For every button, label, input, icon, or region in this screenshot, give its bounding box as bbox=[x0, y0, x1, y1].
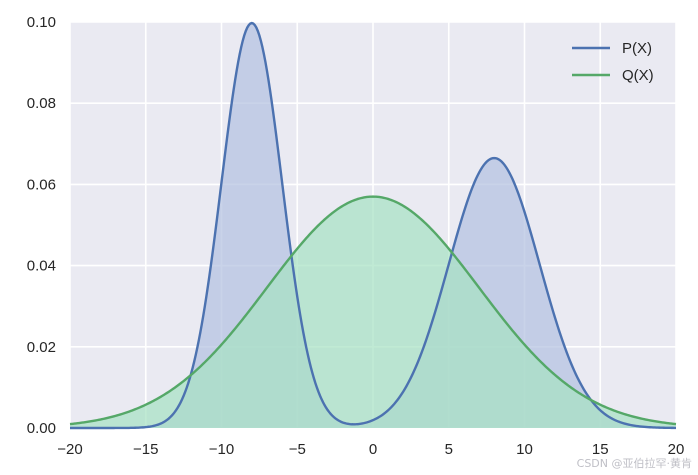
y-tick-label: 0.02 bbox=[27, 339, 56, 356]
y-tick-label: 0.00 bbox=[27, 420, 56, 437]
y-tick-label: 0.06 bbox=[27, 176, 56, 193]
x-tick-label: 5 bbox=[445, 441, 453, 458]
legend-label: P(X) bbox=[622, 40, 652, 57]
y-axis-ticks: 0.00 0.02 0.04 0.06 0.08 0.10 bbox=[27, 14, 56, 437]
y-tick-label: 0.08 bbox=[27, 95, 56, 112]
lines bbox=[69, 21, 677, 430]
legend-label: Q(X) bbox=[622, 67, 654, 84]
y-tick-label: 0.10 bbox=[27, 14, 56, 31]
x-axis-ticks: −20 −15 −10 −5 0 5 10 15 20 bbox=[57, 441, 684, 458]
x-tick-label: 10 bbox=[516, 441, 533, 458]
line-px bbox=[70, 21, 677, 430]
line-qx bbox=[69, 195, 677, 426]
x-tick-label: −10 bbox=[209, 441, 234, 458]
legend: P(X) Q(X) bbox=[572, 40, 654, 84]
x-tick-label: 20 bbox=[668, 441, 685, 458]
x-tick-label: −5 bbox=[289, 441, 306, 458]
areas bbox=[70, 23, 676, 428]
x-tick-label: −15 bbox=[133, 441, 158, 458]
x-tick-label: 0 bbox=[369, 441, 377, 458]
y-tick-label: 0.04 bbox=[27, 258, 56, 275]
area-px bbox=[70, 23, 676, 428]
watermark: CSDN @亚伯拉罕·黄肯 bbox=[576, 457, 692, 470]
x-tick-label: 15 bbox=[592, 441, 609, 458]
area-qx bbox=[70, 196, 676, 428]
x-tick-label: −20 bbox=[57, 441, 82, 458]
